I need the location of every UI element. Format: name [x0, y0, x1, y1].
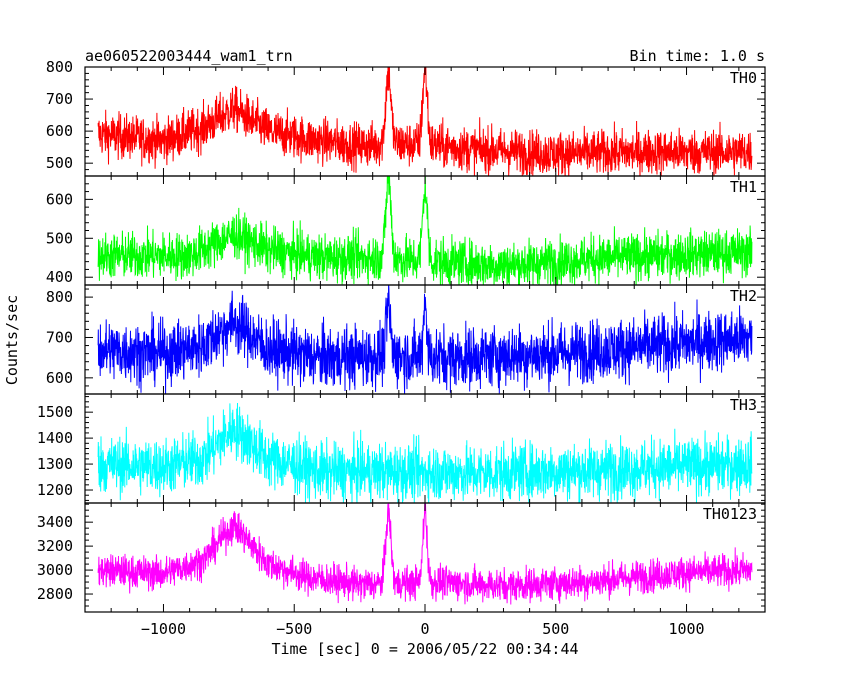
bin-time-label: Bin time: 1.0 s	[630, 47, 765, 65]
panel-th2: 600 700 800 TH2	[46, 284, 766, 395]
y-tick-label: 2800	[37, 585, 73, 603]
x-tick-label: −500	[276, 620, 312, 638]
y-tick-label: 1200	[37, 481, 73, 499]
series-th3	[97, 402, 753, 503]
x-axis-label: Time [sec] 0 = 2006/05/22 00:34:44	[271, 640, 578, 658]
panel-name-label: TH0	[730, 69, 757, 87]
series-th0	[97, 67, 753, 176]
panel-th3: 1200 1300 1400 1500 TH3	[37, 393, 766, 504]
y-tick-label: 600	[46, 122, 73, 140]
y-tick-label: 600	[46, 190, 73, 208]
x-tick-label: 500	[542, 620, 569, 638]
y-tick-label: 700	[46, 90, 73, 108]
panel-name-label: TH2	[730, 287, 757, 305]
y-tick-label: 500	[46, 229, 73, 247]
x-tick-label: 0	[420, 620, 429, 638]
y-tick-label: 700	[46, 328, 73, 346]
series-th1	[97, 176, 753, 285]
y-tick-label: 3000	[37, 561, 73, 579]
panel-th1: 400 500 600 TH1	[46, 175, 766, 286]
y-tick-label: 500	[46, 154, 73, 172]
y-tick-label: 1300	[37, 455, 73, 473]
panel-name-label: TH0123	[703, 505, 757, 523]
series-th2	[97, 285, 753, 394]
series-th0123	[97, 503, 753, 605]
y-tick-label: 400	[46, 268, 73, 286]
y-tick-label: 800	[46, 58, 73, 76]
x-tick-label: 1000	[668, 620, 704, 638]
y-tick-label: 3400	[37, 513, 73, 531]
panel-name-label: TH3	[730, 396, 757, 414]
y-axis-label: Counts/sec	[3, 295, 21, 385]
x-axis: −1000 −500 0 500 1000	[141, 620, 705, 638]
panel-th0: 500 600 700 800 TH0	[46, 58, 766, 177]
y-tick-label: 3200	[37, 537, 73, 555]
chart-title: ae060522003444_wam1_trn	[85, 47, 293, 65]
y-tick-label: 1500	[37, 403, 73, 421]
panel-th0123: 2800 3000 3200 3400 TH0123	[37, 502, 766, 613]
panel-group: 500 600 700 800 TH0 400 500 600 TH1 600 700 800 TH2 1…	[37, 58, 766, 613]
y-tick-label: 600	[46, 369, 73, 387]
y-tick-label: 800	[46, 288, 73, 306]
x-tick-label: −1000	[141, 620, 186, 638]
panel-name-label: TH1	[730, 178, 757, 196]
y-tick-label: 1400	[37, 429, 73, 447]
